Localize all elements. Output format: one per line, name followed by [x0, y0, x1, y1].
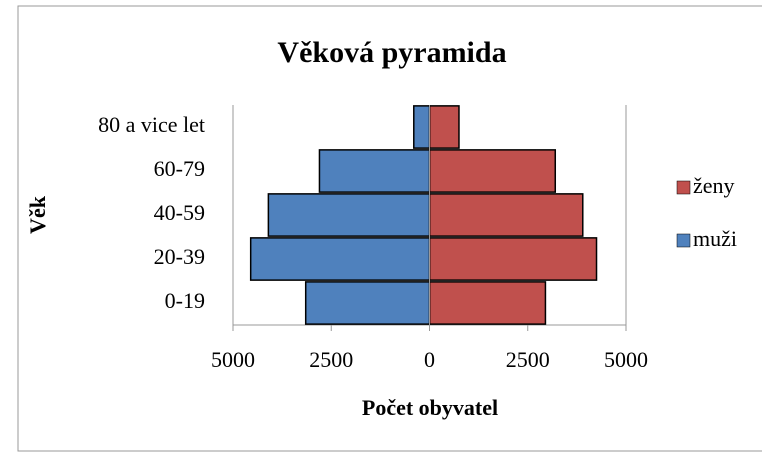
y-tick-label: 60-79 — [154, 156, 205, 181]
x-tick-label: 2500 — [309, 347, 353, 372]
bar — [428, 105, 460, 149]
y-tick-label: 40-59 — [154, 200, 205, 225]
x-tick-label: 0 — [424, 347, 435, 372]
y-axis-label: Věk — [25, 195, 50, 234]
bar — [304, 281, 431, 325]
x-tick-label: 5000 — [604, 347, 648, 372]
bar — [267, 193, 431, 237]
bar — [428, 281, 547, 325]
y-tick-label: 0-19 — [165, 288, 205, 313]
legend-label: ženy — [693, 173, 735, 198]
bar — [428, 193, 584, 237]
bar — [428, 149, 557, 193]
x-axis-label: Počet obyvatel — [362, 395, 498, 420]
bar — [318, 149, 431, 193]
legend-label: muži — [693, 226, 737, 251]
legend-swatch — [676, 180, 691, 195]
x-tick-label: 2500 — [506, 347, 550, 372]
chart-title: Věková pyramida — [277, 36, 506, 69]
bar — [428, 237, 598, 281]
y-tick-label: 20-39 — [154, 244, 205, 269]
x-tick-label: 5000 — [211, 347, 255, 372]
y-tick-label: 80 a vice let — [98, 112, 205, 137]
bar — [413, 105, 431, 149]
legend-swatch — [676, 233, 691, 248]
bar — [249, 237, 431, 281]
